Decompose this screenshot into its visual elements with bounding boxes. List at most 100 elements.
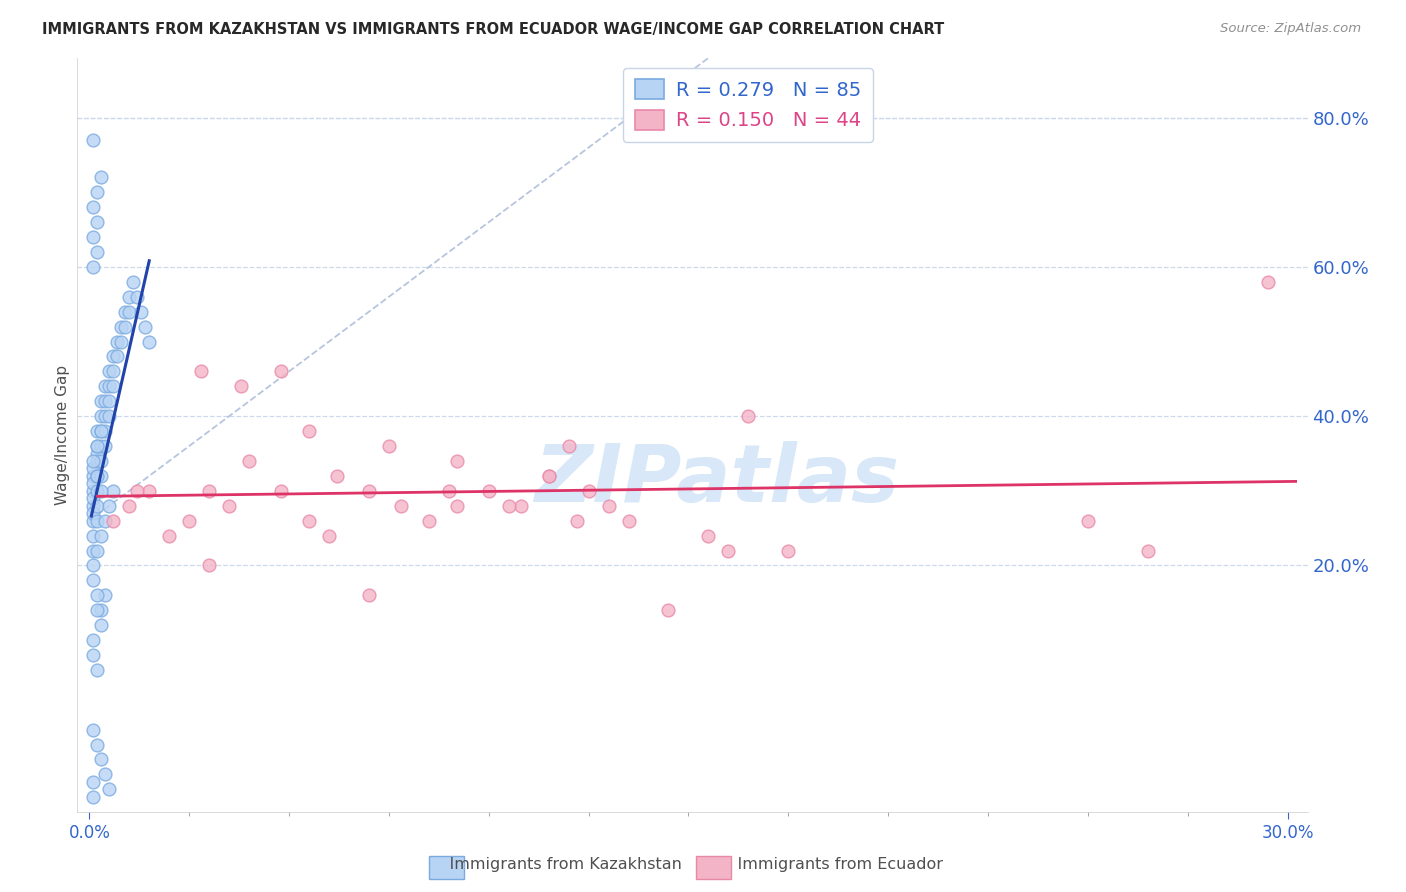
- Point: [198, 483, 221, 498]
- Y-axis label: Wage/Income Gap: Wage/Income Gap: [55, 365, 70, 505]
- Point: [127, 290, 149, 304]
- Point: [578, 483, 600, 498]
- Point: [90, 170, 112, 185]
- Point: [1257, 275, 1279, 289]
- Point: [82, 499, 104, 513]
- Point: [90, 424, 112, 438]
- Point: [94, 424, 117, 438]
- Point: [318, 528, 340, 542]
- Point: [90, 409, 112, 424]
- Point: [737, 409, 759, 424]
- Point: [437, 483, 460, 498]
- Point: [86, 483, 108, 498]
- Point: [82, 648, 104, 662]
- Point: [129, 304, 152, 318]
- Point: [118, 290, 141, 304]
- Point: [94, 767, 117, 781]
- Point: [298, 514, 321, 528]
- Point: [717, 543, 740, 558]
- Point: [138, 334, 160, 349]
- Point: [98, 499, 121, 513]
- Point: [82, 476, 104, 491]
- Point: [357, 588, 380, 602]
- Point: [598, 499, 620, 513]
- Point: [94, 409, 117, 424]
- Point: [118, 499, 141, 513]
- Point: [82, 200, 104, 214]
- Point: [478, 483, 501, 498]
- Point: [98, 409, 121, 424]
- Point: [98, 782, 121, 797]
- Point: [86, 603, 108, 617]
- Point: [82, 483, 104, 498]
- Point: [114, 304, 136, 318]
- Point: [103, 514, 125, 528]
- Point: [498, 499, 520, 513]
- Legend: R = 0.279   N = 85, R = 0.150   N = 44: R = 0.279 N = 85, R = 0.150 N = 44: [623, 68, 873, 142]
- Point: [82, 491, 104, 506]
- Point: [110, 334, 132, 349]
- Point: [103, 350, 125, 364]
- Text: Source: ZipAtlas.com: Source: ZipAtlas.com: [1220, 22, 1361, 36]
- Point: [86, 215, 108, 229]
- Point: [94, 379, 117, 393]
- Point: [118, 304, 141, 318]
- Point: [90, 528, 112, 542]
- Point: [86, 454, 108, 468]
- Point: [82, 506, 104, 520]
- Point: [86, 514, 108, 528]
- Point: [114, 319, 136, 334]
- Point: [179, 514, 201, 528]
- Point: [103, 483, 125, 498]
- Point: [82, 543, 104, 558]
- Point: [86, 469, 108, 483]
- Point: [86, 424, 108, 438]
- Point: [86, 738, 108, 752]
- Point: [134, 319, 156, 334]
- Point: [82, 454, 104, 468]
- Point: [82, 558, 104, 573]
- Point: [778, 543, 800, 558]
- Point: [86, 439, 108, 453]
- Point: [617, 514, 640, 528]
- Point: [82, 461, 104, 475]
- Point: [657, 603, 679, 617]
- Point: [82, 574, 104, 588]
- Point: [103, 364, 125, 378]
- Text: Immigrants from Kazakhstan: Immigrants from Kazakhstan: [429, 857, 682, 872]
- Point: [82, 133, 104, 147]
- Point: [557, 439, 579, 453]
- Point: [90, 394, 112, 409]
- Point: [229, 379, 252, 393]
- Point: [86, 469, 108, 483]
- Point: [127, 483, 149, 498]
- Point: [98, 379, 121, 393]
- Point: [326, 469, 349, 483]
- Point: [86, 543, 108, 558]
- Text: ZIPatlas: ZIPatlas: [534, 441, 900, 519]
- Point: [389, 499, 412, 513]
- Point: [697, 528, 720, 542]
- Point: [86, 186, 108, 200]
- Point: [157, 528, 180, 542]
- Point: [82, 260, 104, 274]
- Point: [537, 469, 560, 483]
- Point: [138, 483, 160, 498]
- Text: Immigrants from Ecuador: Immigrants from Ecuador: [717, 857, 942, 872]
- Point: [98, 394, 121, 409]
- Point: [86, 446, 108, 460]
- Point: [446, 499, 468, 513]
- Point: [90, 483, 112, 498]
- Point: [357, 483, 380, 498]
- Point: [198, 558, 221, 573]
- Point: [94, 439, 117, 453]
- Point: [122, 275, 145, 289]
- Point: [82, 775, 104, 789]
- Text: IMMIGRANTS FROM KAZAKHSTAN VS IMMIGRANTS FROM ECUADOR WAGE/INCOME GAP CORRELATIO: IMMIGRANTS FROM KAZAKHSTAN VS IMMIGRANTS…: [42, 22, 945, 37]
- Point: [82, 789, 104, 804]
- Point: [509, 499, 531, 513]
- Point: [103, 379, 125, 393]
- Point: [418, 514, 440, 528]
- Point: [86, 588, 108, 602]
- Point: [90, 469, 112, 483]
